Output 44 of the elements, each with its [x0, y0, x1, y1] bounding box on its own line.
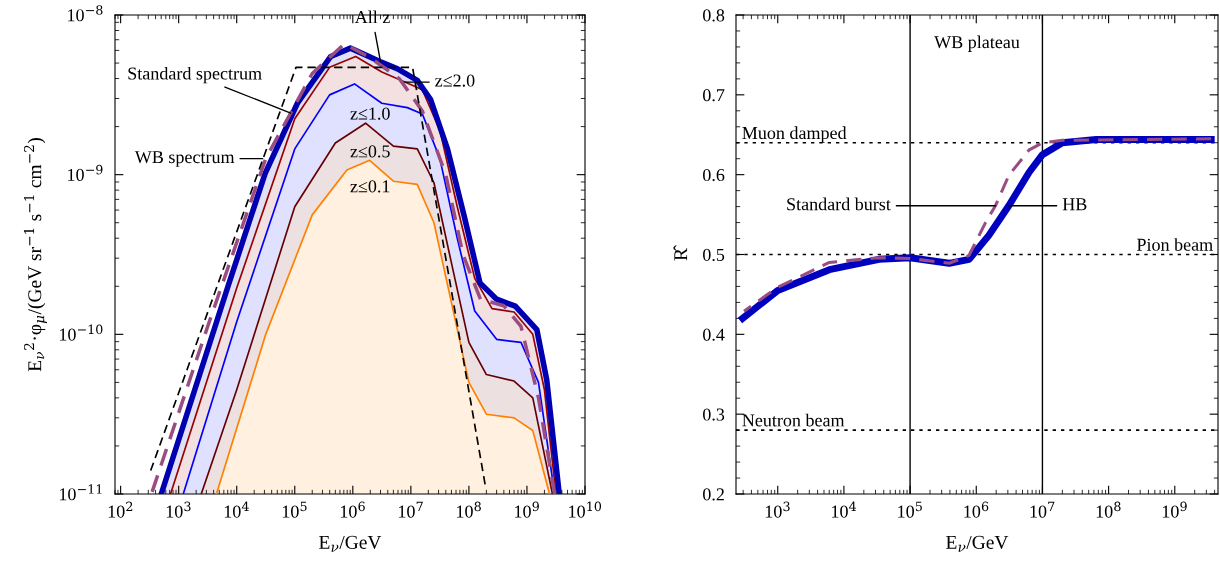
x-tick-label: 10$^{4}$ — [224, 501, 249, 518]
x-axis-title: E$_{ν}$/GeV — [946, 535, 1009, 552]
x-tick-label: 10$^{3}$ — [166, 501, 191, 518]
annotation: Standard spectrum — [128, 66, 262, 84]
y-tick-label: 0.5 — [703, 248, 725, 262]
x-tick-label: 10$^{9}$ — [515, 501, 539, 518]
y-tick-label: 0.2 — [703, 488, 724, 501]
x-tick-label: 10$^{6}$ — [964, 501, 989, 518]
annotation: WB spectrum — [134, 151, 235, 167]
y-tick-label: 10$^{−9}$ — [68, 164, 103, 181]
x-tick-label: 10$^{2}$ — [108, 501, 133, 518]
annotation: Standard burst — [787, 197, 891, 211]
x-tick-label: 10$^{7}$ — [1030, 501, 1055, 518]
y-tick-label: 0.8 — [703, 9, 725, 22]
y-tick-label: 0.7 — [703, 89, 725, 102]
annotation: z≤1.0 — [350, 107, 390, 120]
annotation: z≤2.0 — [435, 74, 475, 87]
y-axis-title: R̂ — [673, 244, 688, 261]
y-tick-label: 10$^{−11}$ — [59, 484, 102, 501]
x-tick-label: 10$^{4}$ — [832, 501, 857, 518]
x-tick-label: 10$^{3}$ — [765, 501, 790, 518]
x-tick-label: 10$^{5}$ — [282, 501, 307, 518]
y-tick-label: 10$^{−10}$ — [59, 324, 103, 341]
ref-line-label: Muon damped — [742, 126, 847, 143]
y-tick-label: 0.6 — [703, 168, 725, 182]
annotation: WB plateau — [934, 35, 1020, 52]
x-tick-label: 10$^{8}$ — [457, 501, 481, 518]
y-tick-label: 0.3 — [703, 408, 725, 421]
ref-line-label: Neutron beam — [742, 413, 845, 427]
ref-line-label: Pion beam — [1136, 238, 1213, 251]
y-tick-label: 10$^{−8}$ — [68, 5, 103, 22]
annotation: z≤0.5 — [350, 145, 390, 158]
x-tick-label: 10$^{6}$ — [340, 501, 365, 518]
annotation: All z — [354, 10, 390, 24]
text: E$_{ν}$$^{2}$·φ$_{μ}$/(GeV sr$^{−1}$ s$^{−1}$ cm$^{−2}$) — [23, 138, 47, 372]
x-tick-label: 10$^{8}$ — [1096, 501, 1121, 518]
x-axis-title: E$_{ν}$/GeV — [319, 535, 382, 552]
y-tick-label: 0.4 — [703, 328, 725, 341]
x-tick-label: 10$^{5}$ — [898, 501, 922, 518]
x-tick-label: 10$^{9}$ — [1162, 501, 1187, 518]
x-tick-label: 10$^{7}$ — [399, 501, 423, 518]
x-tick-label: 10$^{10}$ — [569, 501, 602, 518]
annotation: z≤0.1 — [350, 180, 390, 193]
annotation: HB — [1062, 198, 1087, 211]
